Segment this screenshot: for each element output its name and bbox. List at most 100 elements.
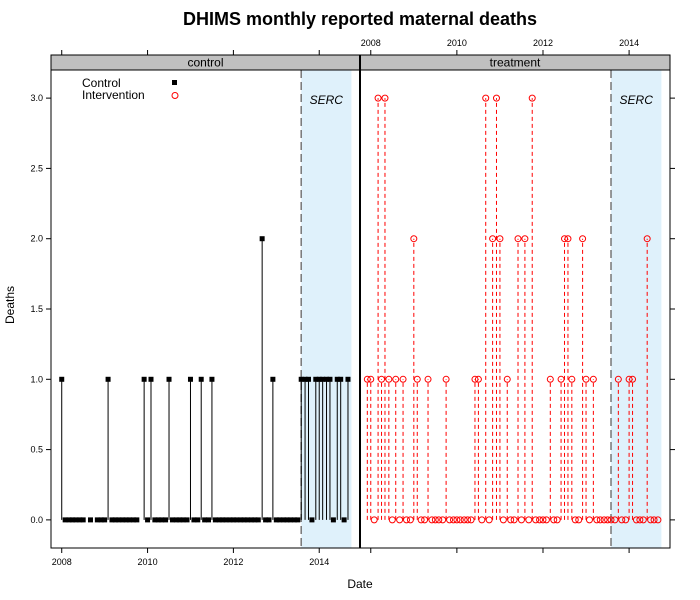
data-point bbox=[417, 516, 425, 524]
data-point bbox=[632, 516, 640, 524]
x-tick-label: 2012 bbox=[223, 557, 243, 567]
data-point bbox=[112, 517, 118, 523]
data-point bbox=[456, 516, 464, 524]
data-point bbox=[123, 517, 129, 523]
data-point bbox=[385, 375, 393, 383]
data-point bbox=[614, 375, 622, 383]
panel-treatment: SERC treatment 2008 2010 2012 2014 bbox=[359, 38, 671, 553]
data-point bbox=[145, 517, 151, 523]
data-point bbox=[327, 376, 333, 382]
data-point bbox=[403, 516, 410, 524]
strip-label-treatment: treatment bbox=[490, 56, 541, 70]
data-point bbox=[184, 517, 190, 523]
data-point bbox=[127, 517, 133, 523]
data-point bbox=[568, 375, 576, 383]
data-point bbox=[287, 517, 293, 523]
data-point bbox=[191, 517, 197, 523]
data-point bbox=[370, 516, 378, 524]
plot-area: SERC control 2008 2010 2012 2014 SERC treatment… bbox=[30, 38, 675, 567]
data-point bbox=[460, 516, 468, 524]
data-point bbox=[212, 517, 218, 523]
legend-marker-control bbox=[172, 80, 177, 85]
data-point bbox=[227, 517, 233, 523]
data-point bbox=[302, 376, 308, 382]
data-point bbox=[392, 375, 400, 383]
data-point bbox=[309, 517, 315, 523]
data-point bbox=[413, 375, 421, 383]
data-point bbox=[169, 517, 175, 523]
data-point bbox=[542, 516, 550, 524]
data-point bbox=[241, 517, 247, 523]
x-tick-label: 2010 bbox=[447, 38, 467, 48]
data-point bbox=[252, 517, 258, 523]
y-tick-label: 1.5 bbox=[30, 304, 43, 314]
legend-marker-intervention bbox=[171, 92, 179, 99]
panel-control: SERC control 2008 2010 2012 2014 bbox=[50, 50, 361, 567]
data-point bbox=[439, 516, 447, 524]
data-point bbox=[629, 375, 637, 383]
data-point bbox=[198, 376, 204, 382]
data-point bbox=[206, 517, 212, 523]
serc-label: SERC bbox=[310, 93, 344, 107]
data-point bbox=[600, 516, 608, 524]
data-point bbox=[116, 517, 122, 523]
data-point bbox=[80, 517, 86, 523]
x-axis-label: Date bbox=[347, 577, 373, 591]
data-point bbox=[388, 516, 396, 524]
data-point bbox=[284, 517, 290, 523]
data-point bbox=[173, 517, 179, 523]
data-point bbox=[202, 517, 208, 523]
data-point bbox=[313, 376, 319, 382]
data-point bbox=[571, 516, 579, 524]
data-point bbox=[564, 235, 572, 243]
data-point bbox=[166, 376, 172, 382]
data-point bbox=[517, 516, 525, 524]
y-tick-label: 0.5 bbox=[30, 445, 43, 455]
data-point bbox=[410, 235, 418, 243]
data-point bbox=[431, 516, 439, 524]
data-point bbox=[536, 516, 544, 524]
data-point bbox=[528, 94, 536, 102]
data-point bbox=[507, 516, 515, 524]
data-point bbox=[255, 517, 261, 523]
data-point bbox=[485, 516, 493, 524]
data-point bbox=[496, 235, 504, 243]
data-point bbox=[141, 376, 147, 382]
data-point bbox=[316, 376, 322, 382]
data-point bbox=[374, 94, 382, 102]
data-point bbox=[341, 517, 347, 523]
data-point bbox=[482, 94, 490, 102]
data-point bbox=[134, 517, 140, 523]
x-tick-label: 2014 bbox=[309, 557, 329, 567]
data-point bbox=[446, 516, 454, 524]
data-point bbox=[381, 94, 389, 102]
data-point bbox=[334, 376, 340, 382]
serc-region bbox=[611, 70, 662, 548]
data-point bbox=[177, 517, 183, 523]
y-axis-label: Deaths bbox=[3, 286, 17, 324]
data-point bbox=[579, 235, 587, 243]
data-point bbox=[636, 516, 644, 524]
data-point bbox=[367, 375, 375, 383]
data-point bbox=[539, 516, 547, 524]
data-point bbox=[159, 517, 165, 523]
data-point bbox=[77, 517, 83, 523]
y-axis: 0.0 0.5 1.0 1.5 2.0 2.5 3.0 bbox=[30, 93, 675, 525]
x-tick-label: 2010 bbox=[138, 557, 158, 567]
data-point bbox=[87, 517, 93, 523]
data-point bbox=[295, 517, 301, 523]
data-point bbox=[234, 517, 240, 523]
data-point bbox=[589, 375, 597, 383]
data-point bbox=[320, 376, 326, 382]
data-point bbox=[521, 235, 529, 243]
data-point bbox=[474, 375, 482, 383]
data-point bbox=[453, 516, 461, 524]
data-point bbox=[489, 235, 497, 243]
data-point bbox=[163, 517, 169, 523]
data-point bbox=[550, 516, 558, 524]
data-point bbox=[187, 376, 193, 382]
data-point bbox=[324, 376, 330, 382]
data-point bbox=[180, 517, 186, 523]
